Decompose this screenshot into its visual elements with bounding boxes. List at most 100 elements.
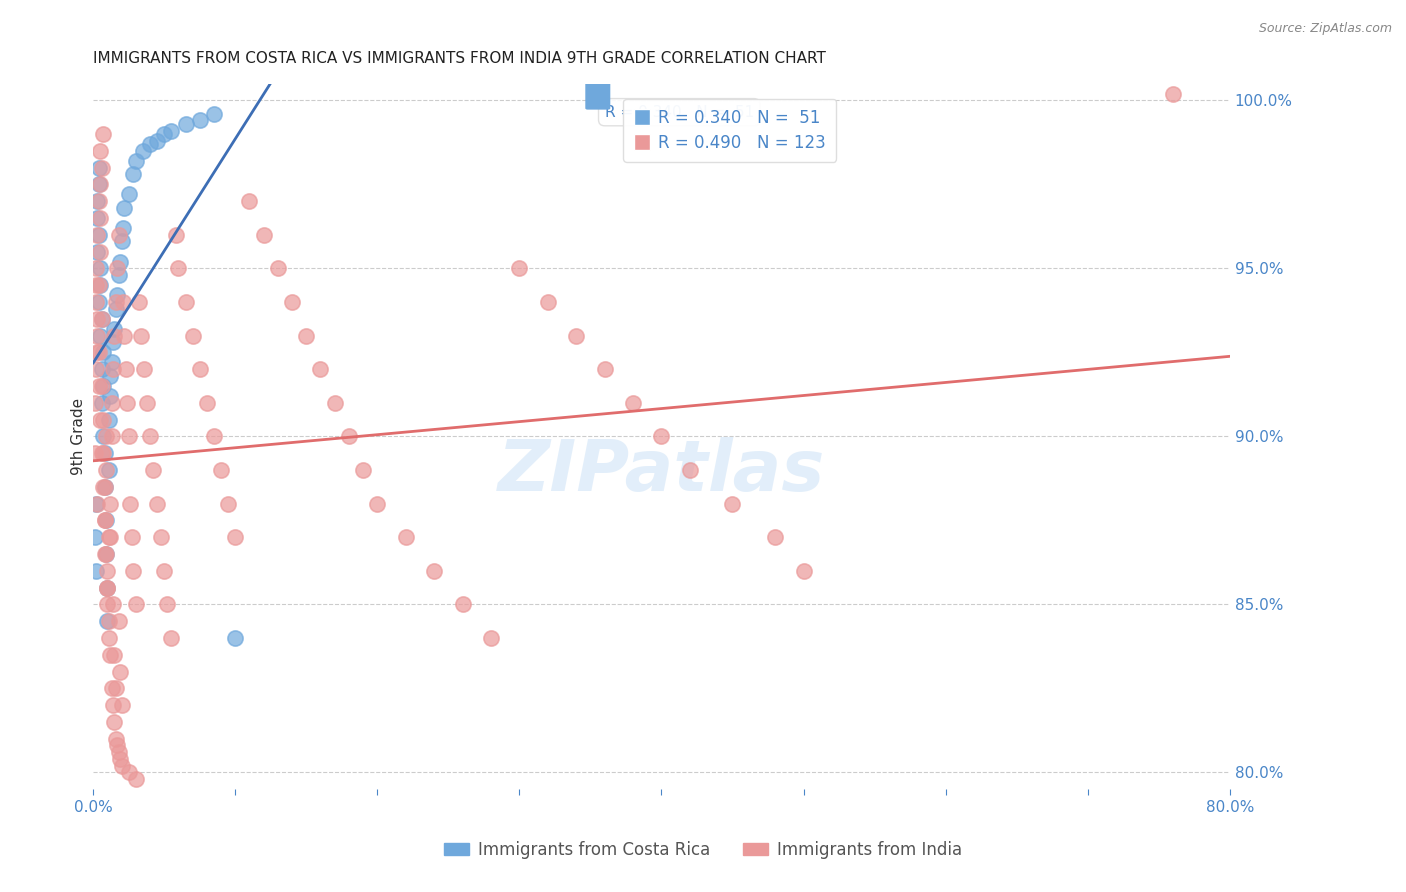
Immigrants from India xyxy=(84,278,107,293)
Immigrants from Costa Rica xyxy=(101,335,124,350)
Immigrants from India xyxy=(108,752,131,766)
Immigrants from Costa Rica xyxy=(90,395,112,409)
Immigrants from Costa Rica xyxy=(86,194,108,208)
Immigrants from India xyxy=(267,261,290,276)
Immigrants from Costa Rica xyxy=(91,379,114,393)
Immigrants from India xyxy=(309,362,332,376)
Immigrants from India xyxy=(94,463,117,477)
Immigrants from India xyxy=(195,395,218,409)
Immigrants from Costa Rica xyxy=(98,368,121,383)
Immigrants from India xyxy=(90,161,112,175)
Immigrants from India xyxy=(93,547,115,561)
Immigrants from Costa Rica xyxy=(91,345,114,359)
Immigrants from India xyxy=(621,395,644,409)
Immigrants from Costa Rica xyxy=(98,389,121,403)
Immigrants from India xyxy=(423,564,446,578)
Immigrants from India xyxy=(792,564,814,578)
Immigrants from India xyxy=(100,681,122,696)
Immigrants from India xyxy=(96,564,118,578)
Immigrants from India xyxy=(537,294,560,309)
Immigrants from India xyxy=(104,294,127,309)
Immigrants from Costa Rica xyxy=(89,278,111,293)
Immigrants from India xyxy=(101,698,124,713)
Immigrants from Costa Rica xyxy=(96,614,118,628)
Legend: Immigrants from Costa Rica, Immigrants from India: Immigrants from Costa Rica, Immigrants f… xyxy=(437,835,969,866)
Immigrants from India xyxy=(508,261,530,276)
Immigrants from Costa Rica xyxy=(118,187,141,202)
Immigrants from India xyxy=(209,463,232,477)
Immigrants from India xyxy=(337,429,360,443)
Immigrants from India xyxy=(94,429,117,443)
Immigrants from Costa Rica xyxy=(188,113,211,128)
Immigrants from India xyxy=(281,294,304,309)
Immigrants from India xyxy=(107,614,129,628)
Immigrants from India xyxy=(91,446,114,460)
Immigrants from India xyxy=(117,395,139,409)
Immigrants from India xyxy=(96,581,118,595)
Immigrants from Costa Rica xyxy=(83,530,105,544)
Text: ZIPatlas: ZIPatlas xyxy=(498,437,825,506)
Immigrants from India xyxy=(115,362,138,376)
Immigrants from Costa Rica xyxy=(114,201,136,215)
Immigrants from Costa Rica xyxy=(160,123,183,137)
Immigrants from India xyxy=(103,648,125,662)
Immigrants from India xyxy=(217,496,239,510)
Immigrants from India xyxy=(86,345,108,359)
Immigrants from India xyxy=(650,429,672,443)
Immigrants from Costa Rica xyxy=(93,446,115,460)
Immigrants from India xyxy=(763,530,786,544)
Immigrants from India xyxy=(120,496,142,510)
Immigrants from India xyxy=(111,294,134,309)
Immigrants from Costa Rica xyxy=(94,547,117,561)
Immigrants from India xyxy=(87,278,110,293)
Immigrants from Costa Rica xyxy=(105,288,128,302)
Immigrants from India xyxy=(110,698,132,713)
Immigrants from India xyxy=(98,648,121,662)
Text: Source: ZipAtlas.com: Source: ZipAtlas.com xyxy=(1258,22,1392,36)
Immigrants from Costa Rica xyxy=(84,564,107,578)
Immigrants from Costa Rica xyxy=(93,480,115,494)
Immigrants from India xyxy=(105,261,128,276)
Immigrants from India xyxy=(83,395,105,409)
Immigrants from Costa Rica xyxy=(96,581,118,595)
Immigrants from India xyxy=(98,496,121,510)
Immigrants from India xyxy=(679,463,702,477)
Immigrants from India xyxy=(108,665,131,679)
Immigrants from India xyxy=(90,311,112,326)
Immigrants from India xyxy=(167,261,190,276)
Immigrants from India xyxy=(93,513,115,527)
Immigrants from India xyxy=(107,745,129,759)
Immigrants from Costa Rica xyxy=(107,268,129,282)
Immigrants from India xyxy=(100,429,122,443)
Immigrants from India xyxy=(1161,87,1184,101)
Immigrants from Costa Rica xyxy=(97,463,120,477)
Immigrants from India xyxy=(91,127,114,141)
Immigrants from Costa Rica xyxy=(174,117,197,131)
Immigrants from India xyxy=(89,178,111,192)
Immigrants from India xyxy=(165,227,187,242)
Immigrants from Costa Rica xyxy=(108,254,131,268)
Immigrants from India xyxy=(84,261,107,276)
Immigrants from India xyxy=(97,530,120,544)
Immigrants from India xyxy=(104,731,127,746)
Immigrants from India xyxy=(93,480,115,494)
Immigrants from Costa Rica xyxy=(84,496,107,510)
Immigrants from Costa Rica xyxy=(110,235,132,249)
Immigrants from India xyxy=(153,564,176,578)
Immigrants from India xyxy=(366,496,388,510)
Immigrants from India xyxy=(101,362,124,376)
Immigrants from India xyxy=(352,463,374,477)
Immigrants from India xyxy=(93,513,115,527)
Immigrants from India xyxy=(86,328,108,343)
Immigrants from India xyxy=(156,598,179,612)
Text: IMMIGRANTS FROM COSTA RICA VS IMMIGRANTS FROM INDIA 9TH GRADE CORRELATION CHART: IMMIGRANTS FROM COSTA RICA VS IMMIGRANTS… xyxy=(93,51,827,66)
Immigrants from India xyxy=(107,227,129,242)
Immigrants from India xyxy=(122,564,145,578)
Immigrants from Costa Rica xyxy=(94,513,117,527)
Immigrants from India xyxy=(89,244,111,259)
Immigrants from Costa Rica xyxy=(153,127,176,141)
Immigrants from India xyxy=(150,530,173,544)
Immigrants from India xyxy=(118,765,141,780)
Immigrants from India xyxy=(128,294,150,309)
Immigrants from Costa Rica xyxy=(86,211,108,225)
